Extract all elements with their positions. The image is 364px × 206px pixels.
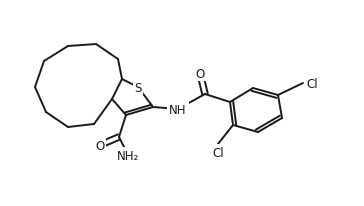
Text: NH: NH xyxy=(169,103,187,116)
Text: O: O xyxy=(195,67,205,80)
Text: O: O xyxy=(95,139,104,152)
Text: NH₂: NH₂ xyxy=(117,149,139,162)
Text: Cl: Cl xyxy=(306,77,318,90)
Text: S: S xyxy=(134,81,142,94)
Text: Cl: Cl xyxy=(212,146,224,159)
